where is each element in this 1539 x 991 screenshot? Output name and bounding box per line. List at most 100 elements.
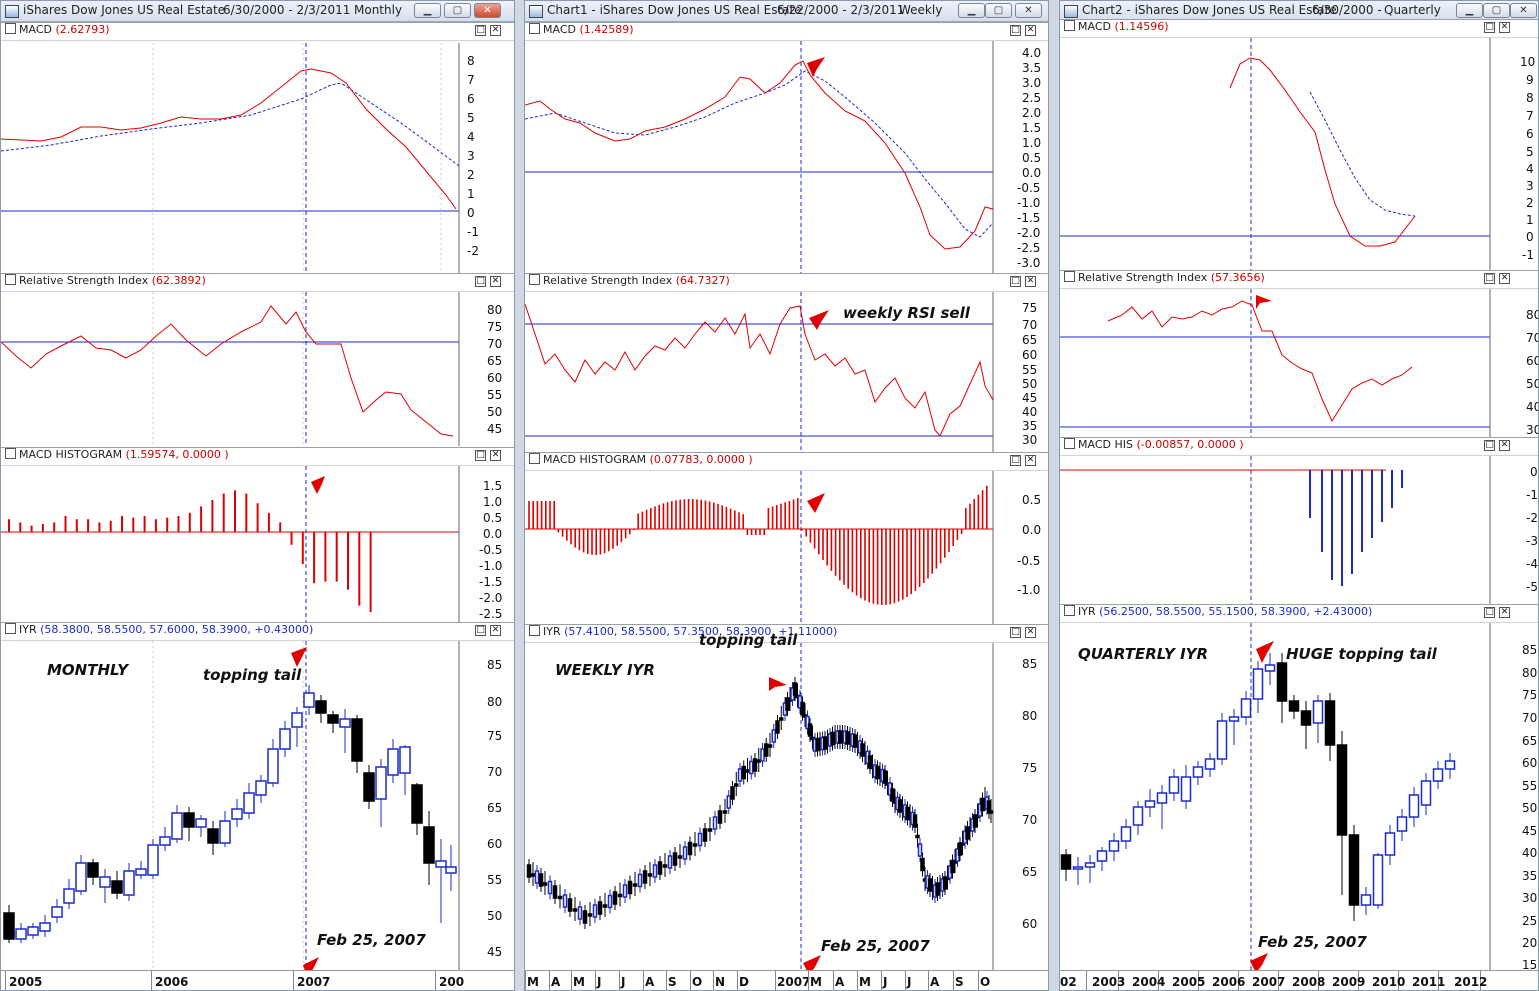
pane-value: (1.59574, 0.0000 ) <box>125 448 229 461</box>
pane-close-button[interactable]: ✕ <box>490 625 501 636</box>
pane-checkbox[interactable] <box>1064 438 1075 449</box>
pane-header: IYR (56.2500, 58.5500, 55.1500, 58.3900,… <box>1060 605 1538 623</box>
pane-checkbox[interactable] <box>5 23 16 34</box>
pane-checkbox[interactable] <box>529 625 540 636</box>
candle-body <box>612 891 618 905</box>
candle-body <box>63 888 75 904</box>
pane-checkbox[interactable] <box>5 448 16 459</box>
quarterly-chart-window[interactable]: Chart2 - iShares Dow Jones US Real Estat… <box>1059 0 1539 991</box>
pane-close-button[interactable]: ✕ <box>1025 276 1036 287</box>
pane-name: IYR <box>1078 605 1096 618</box>
pane-checkbox[interactable] <box>529 274 540 285</box>
y-tick-label: 60 <box>487 837 502 851</box>
pane-maximize-button[interactable]: □ <box>1010 627 1021 638</box>
pane-close-button[interactable]: ✕ <box>1499 273 1510 284</box>
pane-close-button[interactable]: ✕ <box>1499 607 1510 618</box>
pane-checkbox[interactable] <box>529 23 540 34</box>
pane-maximize-button[interactable]: □ <box>1010 276 1021 287</box>
chart-annotation: HUGE topping tail <box>1286 645 1437 663</box>
candle-body <box>3 912 15 940</box>
monthly-chart-window[interactable]: iShares Dow Jones US Real Estate 6/30/20… <box>0 0 515 991</box>
histogram-plot: 0.5 0.0 -0.5 -1.0 <box>525 471 1041 624</box>
y-tick-label: -1.5 <box>479 575 502 589</box>
x-tick-mark <box>775 971 776 990</box>
candle-body <box>800 701 805 716</box>
pane-checkbox[interactable] <box>1064 20 1075 31</box>
minimize-button[interactable]: ▁ <box>958 3 985 18</box>
y-tick-label: 80 <box>487 695 502 709</box>
close-button[interactable]: ✕ <box>474 3 501 18</box>
pane-maximize-button[interactable]: □ <box>475 25 486 36</box>
candle-body <box>726 795 731 809</box>
pane-close-button[interactable]: ✕ <box>1025 455 1036 466</box>
minimize-button[interactable]: ▁ <box>1456 3 1483 18</box>
candle-body <box>672 852 678 866</box>
maximize-button[interactable]: ▢ <box>444 3 471 18</box>
candle-body <box>538 873 544 887</box>
pane-maximize-button[interactable]: □ <box>1010 25 1021 36</box>
pane-checkbox[interactable] <box>5 274 16 285</box>
window-titlebar[interactable]: iShares Dow Jones US Real Estate 6/30/20… <box>1 1 514 22</box>
candle-body <box>183 812 195 828</box>
pane-checkbox[interactable] <box>1064 605 1075 616</box>
y-tick-label: 2 <box>467 168 475 182</box>
candle-body <box>617 893 623 898</box>
pane-maximize-button[interactable]: □ <box>475 625 486 636</box>
candle-body <box>542 882 548 886</box>
candle-body <box>39 922 51 932</box>
candle-body <box>707 828 713 832</box>
pane-checkbox[interactable] <box>5 623 16 634</box>
x-tick-mark <box>643 971 644 990</box>
maximize-button[interactable]: ▢ <box>1483 3 1510 18</box>
candle-body <box>722 810 728 814</box>
candle-body <box>1228 716 1240 722</box>
y-tick-label: 30 <box>1526 423 1539 437</box>
pane-maximize-button[interactable]: □ <box>475 276 486 287</box>
candle-body <box>327 714 339 724</box>
pane-maximize-button[interactable]: □ <box>1484 440 1495 451</box>
pane-maximize-button[interactable]: □ <box>1484 273 1495 284</box>
pane-close-button[interactable]: ✕ <box>1499 440 1510 451</box>
candle-body <box>890 788 895 802</box>
pane-name: Relative Strength Index <box>543 274 673 287</box>
candle-body <box>1120 826 1132 842</box>
y-tick-label: 3 <box>1526 179 1534 193</box>
pane-checkbox[interactable] <box>1064 271 1075 282</box>
y-tick-label: 1 <box>1526 213 1534 227</box>
pane-maximize-button[interactable]: □ <box>1484 22 1495 33</box>
pane-close-button[interactable]: ✕ <box>1499 22 1510 33</box>
weekly-chart-window[interactable]: Chart1 - iShares Dow Jones US Real Estat… <box>524 0 1049 991</box>
minimize-button[interactable]: ▁ <box>414 3 441 18</box>
close-button[interactable]: ✕ <box>1015 3 1042 18</box>
y-tick-label: 0 <box>467 206 475 220</box>
pane-header: Relative Strength Index (62.3892) <box>1 274 514 292</box>
red-arrow-icon <box>311 476 325 494</box>
candle-body <box>622 884 628 898</box>
window-titlebar[interactable]: Chart2 - iShares Dow Jones US Real Estat… <box>1060 1 1538 22</box>
pane-name: IYR <box>543 625 561 638</box>
pane-close-button[interactable]: ✕ <box>490 25 501 36</box>
macd-histogram-pane: MACD HISTOGRAM (1.59574, 0.0000 ) □ ✕ 1.… <box>1 447 514 622</box>
pane-maximize-button[interactable]: □ <box>1484 607 1495 618</box>
candle-body <box>712 816 718 830</box>
pane-close-button[interactable]: ✕ <box>1025 25 1036 36</box>
y-tick-label: 80 <box>487 303 502 317</box>
x-tick-mark <box>571 971 572 990</box>
candle-body <box>1420 780 1432 806</box>
pane-close-button[interactable]: ✕ <box>1025 627 1036 638</box>
x-tick-mark <box>881 971 882 990</box>
window-titlebar[interactable]: Chart1 - iShares Dow Jones US Real Estat… <box>525 1 1048 22</box>
pane-close-button[interactable]: ✕ <box>490 276 501 287</box>
pane-checkbox[interactable] <box>529 453 540 464</box>
candle-body <box>1240 698 1252 718</box>
close-button[interactable]: ✕ <box>1510 3 1537 18</box>
y-tick-label: 60 <box>487 371 502 385</box>
pane-close-button[interactable]: ✕ <box>490 450 501 461</box>
maximize-button[interactable]: ▢ <box>985 3 1012 18</box>
pane-maximize-button[interactable]: □ <box>475 450 486 461</box>
red-arrow-icon <box>1256 295 1272 309</box>
candle-body <box>957 842 963 856</box>
candle-body <box>1180 776 1192 802</box>
pane-maximize-button[interactable]: □ <box>1010 455 1021 466</box>
y-tick-label: 55 <box>1522 779 1537 793</box>
